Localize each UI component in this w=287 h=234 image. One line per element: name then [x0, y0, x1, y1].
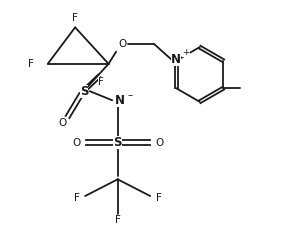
- Text: F: F: [98, 77, 104, 87]
- Text: F: F: [28, 59, 34, 69]
- Text: N: N: [171, 53, 181, 66]
- Text: F: F: [156, 193, 162, 203]
- Text: F: F: [74, 193, 79, 203]
- Text: –: –: [128, 90, 133, 100]
- Text: O: O: [59, 118, 67, 128]
- Text: S: S: [113, 136, 122, 149]
- Text: N: N: [115, 94, 125, 107]
- Text: +: +: [182, 48, 190, 57]
- Text: F: F: [72, 13, 78, 23]
- Text: F: F: [115, 215, 121, 225]
- Text: O: O: [155, 138, 163, 148]
- Text: O: O: [118, 39, 126, 49]
- Text: O: O: [72, 138, 80, 148]
- Text: S: S: [80, 85, 88, 98]
